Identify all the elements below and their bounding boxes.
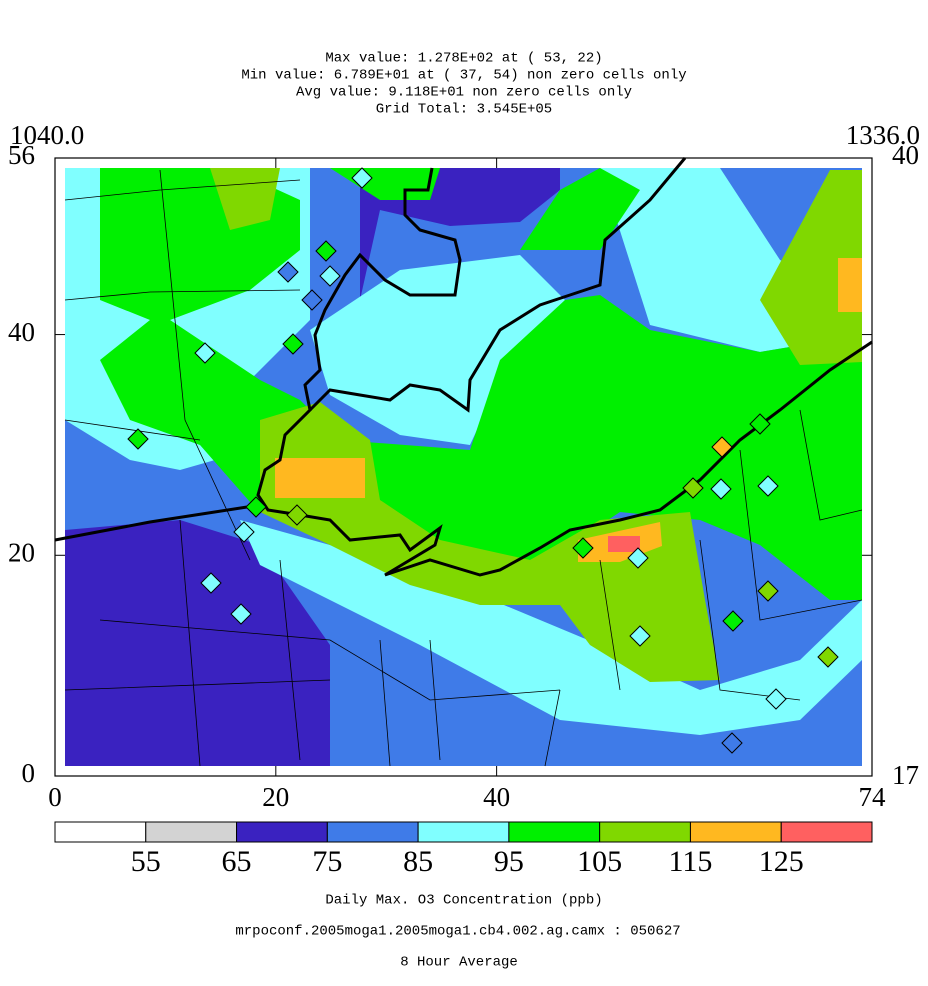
monitor <box>817 646 839 668</box>
map-region <box>260 402 720 682</box>
monitor <box>233 521 255 543</box>
colorbar-swatch <box>145 821 238 843</box>
monitor <box>282 333 304 355</box>
monitors <box>127 167 839 754</box>
x-tick-label: 74 <box>859 782 887 812</box>
x-tick-label: 40 <box>483 782 510 812</box>
footer-line: mrpoconf.2005moga1.2005moga1.cb4.002.ag.… <box>235 924 680 940</box>
corner-label: 17 <box>892 760 919 790</box>
map-region <box>760 170 862 365</box>
colorbar-swatch <box>689 821 782 843</box>
corner-label: 40 <box>892 140 919 170</box>
colorbar: 55 65 75 85 95 105 115 125 <box>54 821 873 878</box>
monitor <box>765 688 787 710</box>
monitor <box>351 167 373 189</box>
colorbar-swatch <box>417 821 510 843</box>
header-line: Max value: 1.278E+02 at ( 53, 22) <box>325 51 602 67</box>
colorbar-swatch <box>326 821 419 843</box>
monitor <box>194 342 216 364</box>
corner-label: 1336.0 <box>846 120 920 150</box>
monitor <box>721 732 743 754</box>
colorbar-label: 115 <box>668 845 712 878</box>
map-region <box>838 258 862 312</box>
colorbar-swatch <box>780 821 873 843</box>
y-tick-label: 56 <box>8 140 35 170</box>
monitor <box>286 504 308 526</box>
monitor <box>127 428 149 450</box>
colorbar-label: 75 <box>312 845 342 878</box>
colorbar-swatch <box>54 821 147 843</box>
monitor <box>682 477 704 499</box>
monitor <box>627 547 649 569</box>
map-region <box>608 536 640 552</box>
monitor <box>757 475 779 497</box>
monitor <box>301 289 323 311</box>
colorbar-swatch <box>508 821 601 843</box>
monitor <box>245 496 267 518</box>
monitor <box>572 537 594 559</box>
y-tick-label: 40 <box>8 317 35 347</box>
colorbar-label: 125 <box>759 845 804 878</box>
y-tick-label: 0 <box>22 758 36 788</box>
monitor <box>629 625 651 647</box>
monitor <box>319 265 341 287</box>
monitor <box>757 580 779 602</box>
colorbar-label: 105 <box>577 845 622 878</box>
colorbar-label: 55 <box>131 845 161 878</box>
map-region <box>275 458 365 498</box>
colorbar-label: 65 <box>222 845 252 878</box>
monitor <box>230 603 252 625</box>
monitor <box>277 261 299 283</box>
map-region <box>360 168 560 300</box>
monitor <box>722 610 744 632</box>
colorbar-swatch <box>236 821 328 843</box>
county-lines <box>64 169 863 767</box>
corner-label: 1040.0 <box>10 120 84 150</box>
x-tick-label: 20 <box>262 782 289 812</box>
monitor <box>315 240 337 262</box>
monitor <box>200 572 222 594</box>
colorbar-label: 85 <box>403 845 433 878</box>
colorbar-label: 95 <box>494 845 524 878</box>
colorbar-swatch <box>599 821 691 843</box>
concentration-map <box>54 157 873 777</box>
y-tick-label: 20 <box>8 537 35 567</box>
plot-frame <box>54 157 873 777</box>
map-region <box>520 168 640 250</box>
footer-line: Daily Max. O3 Concentration (ppb) <box>325 893 602 909</box>
map-region <box>210 168 280 230</box>
x-tick-label: 0 <box>48 782 62 812</box>
map-region <box>65 520 330 766</box>
monitor <box>710 478 732 500</box>
header-line: Avg value: 9.118E+01 non zero cells only <box>296 85 632 101</box>
header: Max value: 1.278E+02 at ( 53, 22) Min va… <box>241 51 686 118</box>
footer: Daily Max. O3 Concentration (ppb) mrpoco… <box>235 893 680 971</box>
monitor <box>711 436 733 458</box>
footer-line: 8 Hour Average <box>400 955 518 971</box>
header-line: Min value: 6.789E+01 at ( 37, 54) non ze… <box>241 68 686 84</box>
coastline <box>54 157 873 577</box>
monitor <box>749 413 771 435</box>
header-line: Grid Total: 3.545E+05 <box>376 102 552 118</box>
